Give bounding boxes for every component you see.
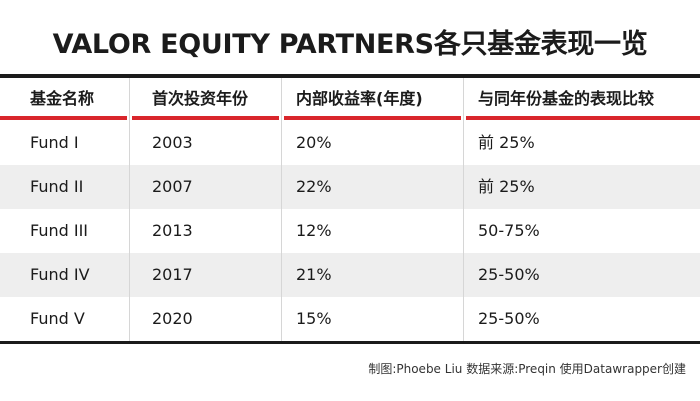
fund-name-cell: Fund III [30, 221, 89, 240]
table-title: VALOR EQUITY PARTNERS各只基金表现一览 [52, 29, 648, 60]
year-cell: 2013 [152, 221, 193, 240]
year-cell: 2017 [152, 265, 193, 284]
irr-cell: 15% [296, 309, 332, 328]
header-fund-name: 基金名称 [30, 89, 95, 108]
comparison-cell: 25-50% [478, 309, 540, 328]
irr-cell: 12% [296, 221, 332, 240]
header-underline-2 [132, 116, 279, 120]
comparison-cell: 前 25% [478, 133, 535, 152]
fund-name-cell: Fund V [30, 309, 85, 328]
header-peer-comparison: 与同年份基金的表现比较 [478, 89, 655, 108]
column-divider [463, 78, 464, 342]
table-row: Fund I 2003 20% 前 25% [0, 121, 700, 165]
comparison-cell: 前 25% [478, 177, 535, 196]
source-credit: 制图:Phoebe Liu 数据来源:Preqin 使用Datawrapper创… [368, 362, 686, 376]
table-row: Fund III 2013 12% 50-75% [0, 209, 700, 253]
year-cell: 2007 [152, 177, 193, 196]
year-cell: 2003 [152, 133, 193, 152]
column-divider [281, 78, 282, 342]
header-underline-3 [284, 116, 461, 120]
irr-cell: 20% [296, 133, 332, 152]
header-underline-1 [0, 116, 127, 120]
header-underline-4 [466, 116, 700, 120]
fund-name-cell: Fund II [30, 177, 84, 196]
fund-name-cell: Fund I [30, 133, 79, 152]
comparison-cell: 25-50% [478, 265, 540, 284]
irr-cell: 22% [296, 177, 332, 196]
fund-name-cell: Fund IV [30, 265, 90, 284]
table-row: Fund IV 2017 21% 25-50% [0, 253, 700, 297]
header-first-investment-year: 首次投资年份 [152, 89, 249, 108]
year-cell: 2020 [152, 309, 193, 328]
top-rule [0, 74, 700, 78]
table-row: Fund II 2007 22% 前 25% [0, 165, 700, 209]
irr-cell: 21% [296, 265, 332, 284]
column-divider [129, 78, 130, 342]
bottom-rule [0, 341, 700, 344]
comparison-cell: 50-75% [478, 221, 540, 240]
table-row: Fund V 2020 15% 25-50% [0, 297, 700, 341]
table-header: 基金名称 首次投资年份 内部收益率(年度) 与同年份基金的表现比较 [0, 78, 700, 120]
header-irr: 内部收益率(年度) [296, 89, 423, 108]
